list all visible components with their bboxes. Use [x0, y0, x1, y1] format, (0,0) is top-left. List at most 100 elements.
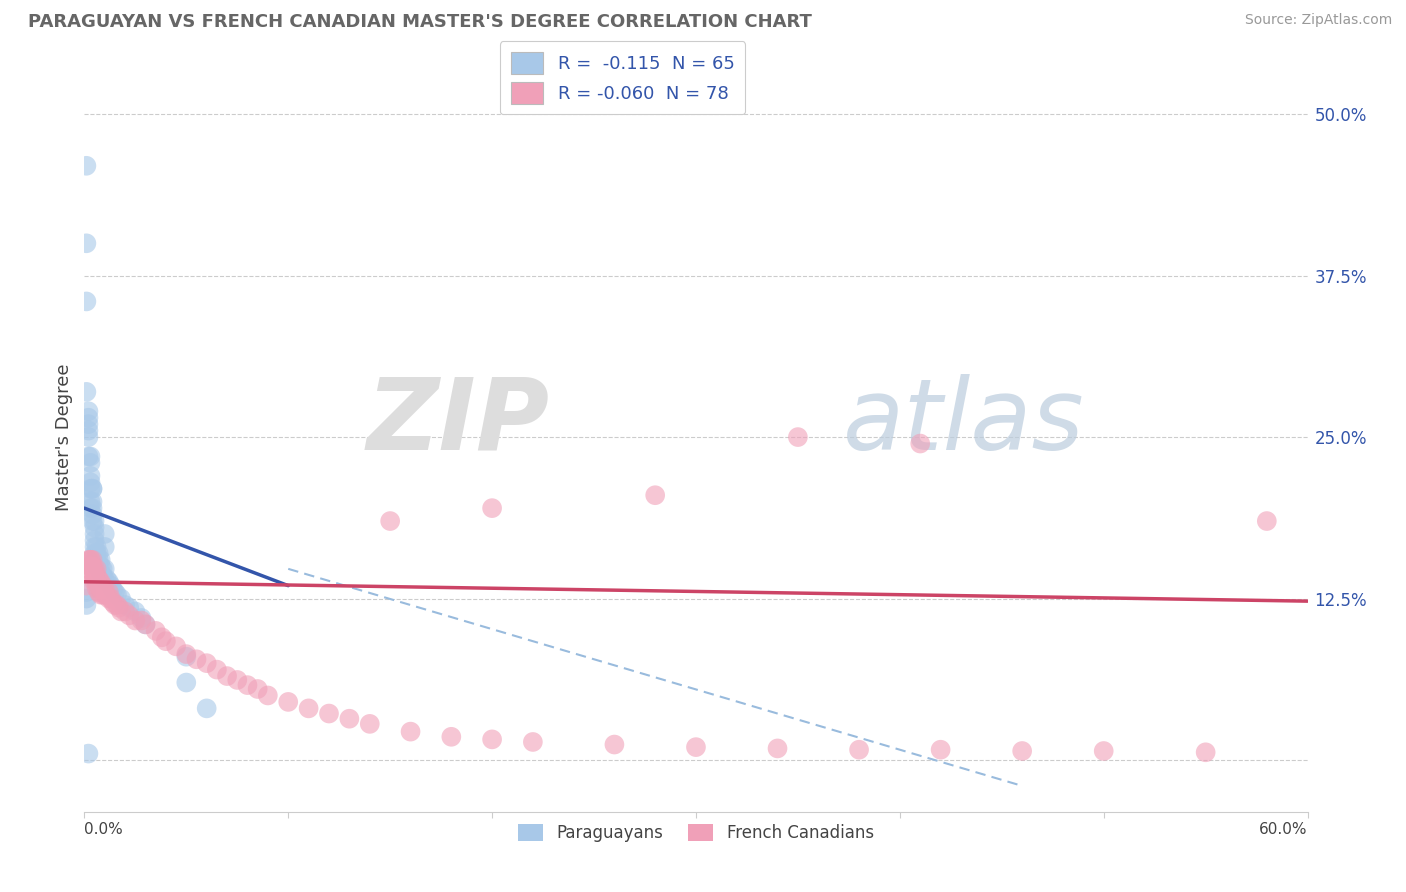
Point [1011, 744, 1033, 758]
Point [93, 540, 115, 554]
Point [83, 533, 105, 548]
Point [787, 430, 810, 444]
Point [83, 520, 105, 534]
Point [97, 574, 120, 589]
Point [118, 608, 141, 623]
Point [100, 591, 122, 606]
Point [83, 514, 105, 528]
Point [79, 553, 101, 567]
Point [83, 540, 105, 554]
Point [79, 450, 101, 464]
Point [87, 572, 110, 586]
Point [236, 678, 259, 692]
Point [644, 488, 666, 502]
Text: PARAGUAYAN VS FRENCH CANADIAN MASTER'S DEGREE CORRELATION CHART: PARAGUAYAN VS FRENCH CANADIAN MASTER'S D… [28, 13, 813, 31]
Point [93, 572, 115, 586]
Point [100, 579, 122, 593]
Point [165, 640, 187, 654]
Point [77, 553, 100, 567]
Point [82, 514, 104, 528]
Point [195, 656, 218, 670]
Point [114, 598, 136, 612]
Point [522, 735, 544, 749]
Point [217, 669, 239, 683]
Point [481, 732, 503, 747]
Point [124, 605, 146, 619]
Point [150, 630, 173, 644]
Point [86, 581, 108, 595]
Point [77, 566, 100, 580]
Point [86, 546, 108, 560]
Point [86, 553, 108, 567]
Point [79, 559, 101, 574]
Point [77, 430, 100, 444]
Point [82, 494, 104, 508]
Point [145, 624, 167, 638]
Point [205, 663, 228, 677]
Point [90, 553, 112, 567]
Point [124, 614, 146, 628]
Point [96, 572, 118, 586]
Point [174, 649, 197, 664]
Point [131, 614, 153, 628]
Point [91, 568, 114, 582]
Point [318, 706, 340, 721]
Point [96, 588, 118, 602]
Point [86, 568, 108, 582]
Point [86, 559, 108, 574]
Point [155, 634, 177, 648]
Point [90, 559, 112, 574]
Point [93, 582, 115, 597]
Point [1092, 744, 1115, 758]
Point [97, 585, 120, 599]
Point [246, 681, 269, 696]
Point [105, 598, 128, 612]
Text: 0.0%: 0.0% [84, 822, 124, 837]
Point [77, 424, 100, 438]
Point [93, 588, 115, 602]
Point [82, 553, 104, 567]
Point [83, 527, 105, 541]
Point [399, 724, 422, 739]
Point [79, 482, 101, 496]
Point [195, 701, 218, 715]
Point [82, 508, 104, 522]
Point [174, 675, 197, 690]
Point [110, 605, 132, 619]
Point [82, 559, 104, 574]
Point [277, 695, 299, 709]
Point [79, 501, 101, 516]
Point [75, 598, 97, 612]
Point [77, 747, 100, 761]
Point [77, 410, 100, 425]
Point [910, 436, 932, 450]
Point [77, 450, 100, 464]
Point [86, 540, 108, 554]
Point [105, 588, 128, 602]
Point [114, 605, 136, 619]
Point [104, 598, 127, 612]
Point [87, 546, 110, 560]
Point [104, 585, 127, 599]
Point [90, 566, 112, 580]
Point [359, 717, 381, 731]
Point [79, 553, 101, 567]
Point [77, 417, 100, 432]
Point [440, 730, 463, 744]
Point [91, 579, 114, 593]
Point [79, 456, 101, 470]
Point [186, 652, 208, 666]
Point [603, 738, 626, 752]
Point [75, 585, 97, 599]
Point [101, 582, 124, 597]
Text: ZIP: ZIP [366, 374, 550, 471]
Point [91, 588, 114, 602]
Point [86, 562, 108, 576]
Text: Source: ZipAtlas.com: Source: ZipAtlas.com [1244, 13, 1392, 28]
Point [79, 475, 101, 490]
Point [87, 559, 110, 574]
Point [110, 591, 132, 606]
Point [93, 562, 115, 576]
Point [79, 468, 101, 483]
Point [82, 566, 104, 580]
